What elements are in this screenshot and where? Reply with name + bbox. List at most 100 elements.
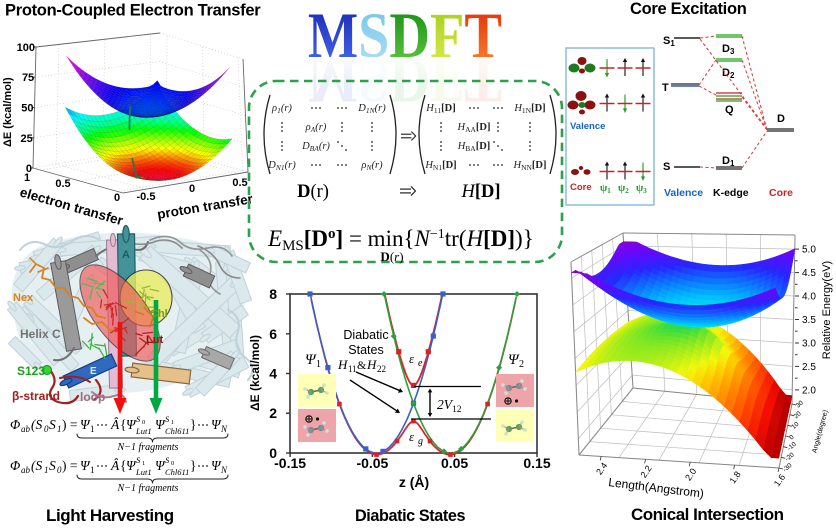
svg-text:HN1[D]: HN1[D] bbox=[424, 160, 456, 172]
svg-text:1: 1 bbox=[44, 465, 49, 475]
svg-text:Ψ: Ψ bbox=[211, 458, 222, 473]
svg-text:β-strand: β-strand bbox=[12, 389, 60, 403]
svg-text:{: { bbox=[120, 458, 126, 473]
svg-text:D2: D2 bbox=[722, 67, 735, 80]
svg-text:N−1 fragments: N−1 fragments bbox=[117, 483, 179, 494]
svg-text:0: 0 bbox=[57, 465, 62, 475]
svg-text:S: S bbox=[663, 161, 670, 173]
svg-text:Angle(degree): Angle(degree) bbox=[811, 409, 829, 454]
svg-text:Ψ: Ψ bbox=[155, 458, 166, 473]
svg-text:Diabatic: Diabatic bbox=[343, 328, 388, 342]
svg-text:Light Harvesting: Light Harvesting bbox=[46, 506, 174, 525]
svg-text:2.5: 2.5 bbox=[802, 362, 816, 373]
svg-text:S123: S123 bbox=[17, 364, 45, 378]
svg-text:0.15: 0.15 bbox=[523, 455, 550, 471]
svg-text:DBA(r): DBA(r) bbox=[301, 141, 330, 153]
svg-text:-30: -30 bbox=[782, 462, 794, 474]
svg-text:50: 50 bbox=[21, 103, 33, 115]
svg-text:H: H bbox=[366, 357, 377, 372]
svg-text:ψ2: ψ2 bbox=[618, 183, 629, 195]
svg-text:0: 0 bbox=[788, 434, 796, 442]
svg-text:2.4: 2.4 bbox=[594, 461, 609, 477]
svg-text:{: { bbox=[120, 417, 126, 432]
svg-text:N−1 fragments: N−1 fragments bbox=[117, 442, 179, 453]
svg-text:11: 11 bbox=[348, 364, 357, 374]
svg-text:Ψ: Ψ bbox=[80, 458, 91, 473]
svg-text:1.6: 1.6 bbox=[772, 472, 787, 488]
svg-text:ΔE (kcal/mol): ΔE (kcal/mol) bbox=[2, 77, 14, 147]
svg-text:D1N(r): D1N(r) bbox=[357, 103, 386, 115]
svg-text:loop: loop bbox=[80, 390, 105, 404]
svg-text:1: 1 bbox=[316, 359, 321, 370]
svg-text:1: 1 bbox=[90, 424, 95, 434]
svg-text:0: 0 bbox=[114, 192, 120, 204]
svg-text:75: 75 bbox=[22, 72, 34, 84]
svg-text:5.0: 5.0 bbox=[802, 245, 816, 256]
svg-text:1: 1 bbox=[57, 424, 62, 434]
svg-text:E: E bbox=[90, 366, 97, 377]
svg-text:Nex: Nex bbox=[13, 292, 34, 304]
svg-text:30: 30 bbox=[795, 399, 805, 409]
svg-text:Ψ: Ψ bbox=[155, 417, 166, 432]
svg-text:3.0: 3.0 bbox=[802, 339, 816, 350]
svg-text:S: S bbox=[165, 455, 170, 465]
svg-text:HNN[D]: HNN[D] bbox=[512, 160, 546, 172]
svg-text:Conical Intersection: Conical Intersection bbox=[631, 505, 784, 524]
svg-text:-0.05: -0.05 bbox=[356, 455, 388, 471]
svg-text:ε: ε bbox=[409, 351, 415, 366]
svg-text:Ψ: Ψ bbox=[211, 417, 222, 432]
svg-text:A: A bbox=[122, 249, 130, 261]
svg-text:Core: Core bbox=[570, 182, 592, 193]
svg-text:D: D bbox=[777, 113, 785, 125]
svg-text:Lut1: Lut1 bbox=[135, 467, 152, 477]
svg-text:2.0: 2.0 bbox=[683, 466, 698, 482]
svg-text:DN1(r): DN1(r) bbox=[267, 160, 296, 172]
svg-text:ε: ε bbox=[409, 429, 415, 444]
svg-text:Chl611: Chl611 bbox=[165, 426, 189, 436]
svg-text:ρA(r): ρA(r) bbox=[305, 122, 327, 134]
svg-text:Â: Â bbox=[110, 417, 120, 432]
svg-text:100: 100 bbox=[17, 42, 35, 54]
svg-text:HAA[D]: HAA[D] bbox=[456, 122, 490, 134]
svg-text:) =: ) = bbox=[62, 417, 77, 432]
svg-text:0: 0 bbox=[26, 163, 32, 175]
svg-text:proton transfer: proton transfer bbox=[156, 191, 255, 222]
svg-text:0: 0 bbox=[189, 183, 195, 195]
svg-text:}: } bbox=[190, 417, 196, 432]
svg-text:e: e bbox=[418, 358, 423, 369]
svg-text:ρ1(r): ρ1(r) bbox=[271, 103, 292, 115]
svg-text:S: S bbox=[165, 414, 170, 424]
svg-text:1: 1 bbox=[171, 419, 174, 426]
svg-text:4: 4 bbox=[269, 366, 277, 382]
svg-text:12: 12 bbox=[452, 405, 462, 415]
svg-text:Valence: Valence bbox=[664, 187, 703, 199]
svg-text:-20: -20 bbox=[784, 451, 796, 463]
svg-text:D(r): D(r) bbox=[380, 249, 403, 264]
svg-text:Chl: Chl bbox=[150, 308, 168, 320]
svg-text:-0.5: -0.5 bbox=[137, 191, 156, 203]
svg-text:ψ1: ψ1 bbox=[600, 183, 611, 195]
svg-text:10: 10 bbox=[790, 421, 800, 431]
svg-text:g: g bbox=[418, 436, 423, 447]
svg-text:2: 2 bbox=[269, 405, 277, 421]
svg-text:(S: (S bbox=[31, 458, 42, 473]
svg-text:ΔE (kcal/mol): ΔE (kcal/mol) bbox=[248, 335, 262, 411]
svg-text:Ψ: Ψ bbox=[508, 352, 520, 368]
svg-text:EMS[Do] = min{N−1tr(H[D])}: EMS[Do] = min{N−1tr(H[D])} bbox=[267, 226, 534, 254]
svg-text:ab: ab bbox=[21, 424, 31, 434]
svg-text:22: 22 bbox=[377, 364, 386, 374]
svg-text:) =: ) = bbox=[62, 458, 77, 473]
svg-text:3.5: 3.5 bbox=[802, 315, 816, 326]
svg-text:1: 1 bbox=[142, 460, 145, 467]
svg-text:Ψ: Ψ bbox=[305, 352, 317, 368]
svg-text:States: States bbox=[348, 343, 383, 357]
svg-text:8: 8 bbox=[269, 286, 277, 302]
svg-text:0: 0 bbox=[171, 460, 174, 467]
svg-text:D1: D1 bbox=[722, 155, 735, 168]
svg-text:D3: D3 bbox=[722, 43, 735, 56]
svg-text:2.2: 2.2 bbox=[638, 464, 653, 480]
svg-text:ψ3: ψ3 bbox=[636, 183, 647, 195]
svg-text:Core: Core bbox=[769, 187, 793, 199]
svg-text:D(r): D(r) bbox=[297, 182, 329, 202]
svg-text:25: 25 bbox=[21, 133, 33, 145]
